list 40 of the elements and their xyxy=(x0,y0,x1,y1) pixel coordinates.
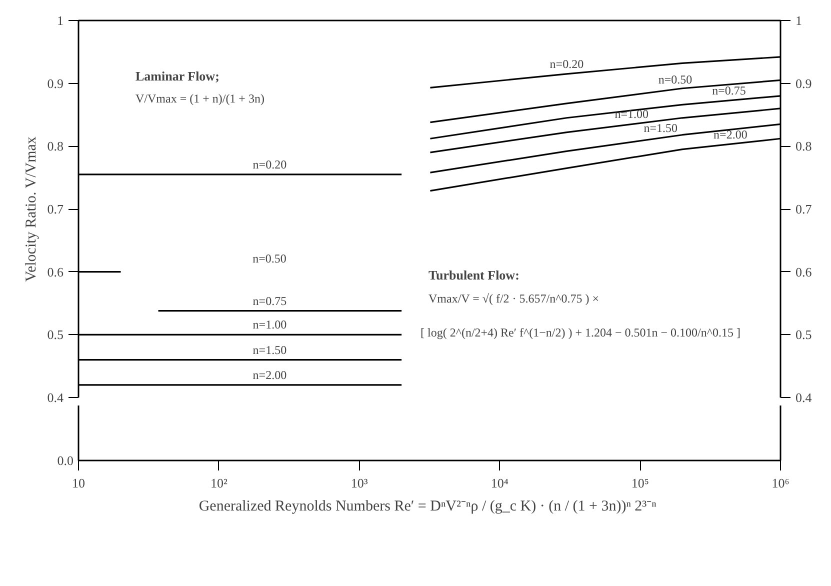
y2-tick-label: 0.7 xyxy=(796,202,812,216)
y-axis-title: Velocity Ratio. V/Vmax xyxy=(23,136,40,282)
y2-tick-label: 1 xyxy=(796,13,802,28)
annotation: n=1.00 xyxy=(252,318,287,332)
annotation: Turbulent Flow: xyxy=(428,268,520,282)
x-tick-label: 10⁶ xyxy=(772,476,790,490)
annotation: n=0.50 xyxy=(658,72,692,87)
annotation: Laminar Flow; xyxy=(136,68,220,84)
annotation: n=1.00 xyxy=(614,107,649,122)
annotation: n=0.20 xyxy=(252,157,287,172)
y-tick-label: 1 xyxy=(57,13,64,28)
x-tick-label: 10³ xyxy=(350,476,368,490)
annotation: n=0.50 xyxy=(252,252,286,266)
x-tick-label: 10⁵ xyxy=(631,476,649,490)
text: 0.0 xyxy=(57,453,74,468)
y2-tick-label: 0.9 xyxy=(796,76,812,91)
annotation: [ log( 2^(n/2+4) Re′ f^(1−n/2) ) + 1.204 − 0.501n − 0.100/n^0.15 ] xyxy=(420,326,740,340)
y-tick-label: 0.5 xyxy=(47,327,64,342)
y2-tick-label: 0.4 xyxy=(796,390,812,405)
annotation: n=1.50 xyxy=(644,121,678,135)
y-tick-label: 0.8 xyxy=(47,138,64,154)
annotation: n=2.00 xyxy=(714,127,748,142)
y-tick-label: 0.4 xyxy=(47,390,64,405)
annotation: n=0.20 xyxy=(550,56,584,71)
x-tick-label: 10⁴ xyxy=(490,476,509,490)
annotation: n=0.75 xyxy=(712,83,746,98)
x-tick-label: 10 xyxy=(72,476,85,490)
annotation: n=1.50 xyxy=(252,342,287,357)
annotation: V/Vmax = (1 + n)/(1 + 3n) xyxy=(136,92,264,106)
x-tick-label: 10² xyxy=(210,476,228,490)
y-tick-label: 0.6 xyxy=(47,264,64,280)
y-tick-label: 0.9 xyxy=(47,76,64,91)
y2-tick-label: 0.6 xyxy=(796,264,812,280)
annotation: n=2.00 xyxy=(252,368,287,382)
x-axis-title: Generalized Reynolds Numbers Re′ = DⁿV²⁻ⁿρ / (g_c K) · (n / (1 + 3n))ⁿ 2³⁻ⁿ xyxy=(198,498,657,514)
annotation: Vmax/V = √( f/2 · 5.657/n^0.75 ) × xyxy=(428,292,600,306)
y-tick-label: 0.7 xyxy=(47,202,64,216)
y2-tick-label: 0.5 xyxy=(796,327,812,342)
annotation: n=0.75 xyxy=(252,294,287,308)
y2-tick-label: 0.8 xyxy=(796,138,812,154)
